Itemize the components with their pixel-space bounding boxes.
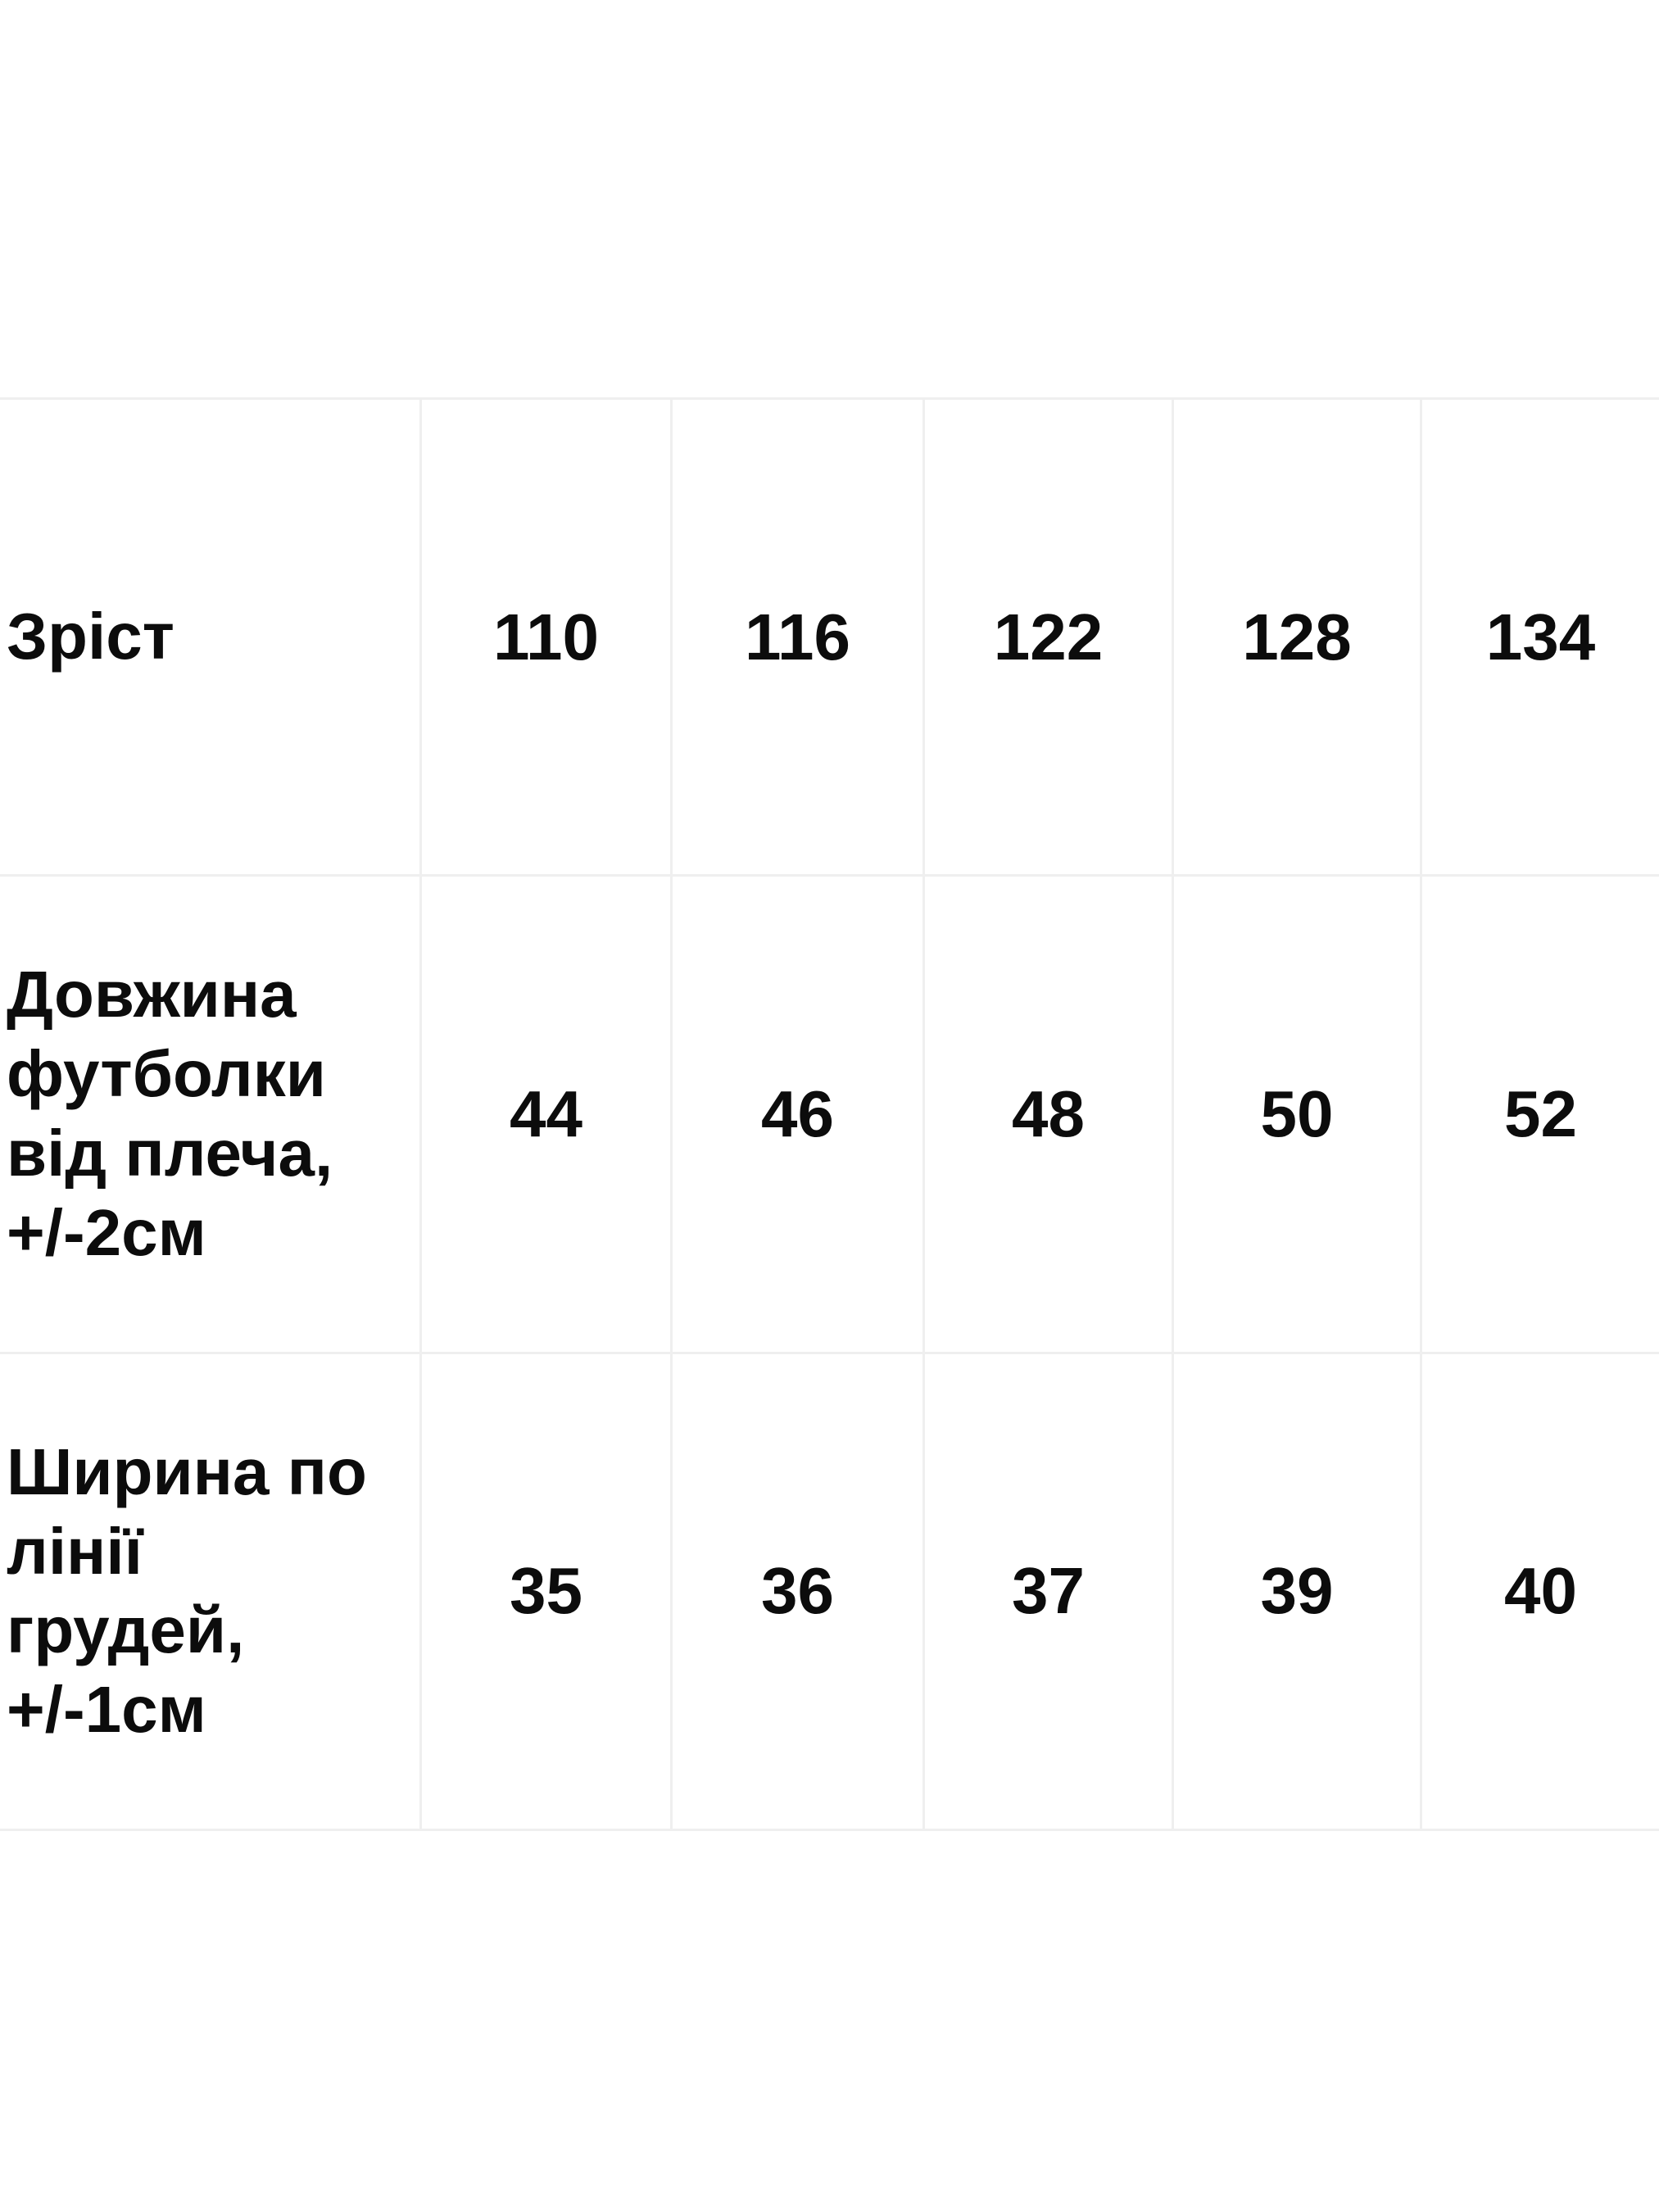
length-value-4: 50 [1174,877,1420,1352]
height-value-122: 122 [925,400,1172,875]
height-value-134: 134 [1422,400,1659,875]
row-label-tshirt-length: Довжина футболки від плеча, +/-2см [0,877,419,1352]
width-value-4: 39 [1174,1353,1420,1829]
width-value-2: 36 [673,1353,922,1829]
length-value-2: 46 [673,877,922,1352]
height-value-116: 116 [673,400,922,875]
length-value-3: 48 [925,877,1172,1352]
length-value-1: 44 [422,877,670,1352]
size-table: Зріст 110 116 122 128 134 Довжина футбол… [0,397,1659,1831]
row-label-height: Зріст [0,400,419,875]
length-value-5: 52 [1422,877,1659,1352]
width-value-5: 40 [1422,1353,1659,1829]
width-value-3: 37 [925,1353,1172,1829]
row-label-chest-width: Ширина по лінії грудей, +/-1см [0,1353,419,1829]
height-value-128: 128 [1174,400,1420,875]
height-value-110: 110 [422,400,670,875]
width-value-1: 35 [422,1353,670,1829]
